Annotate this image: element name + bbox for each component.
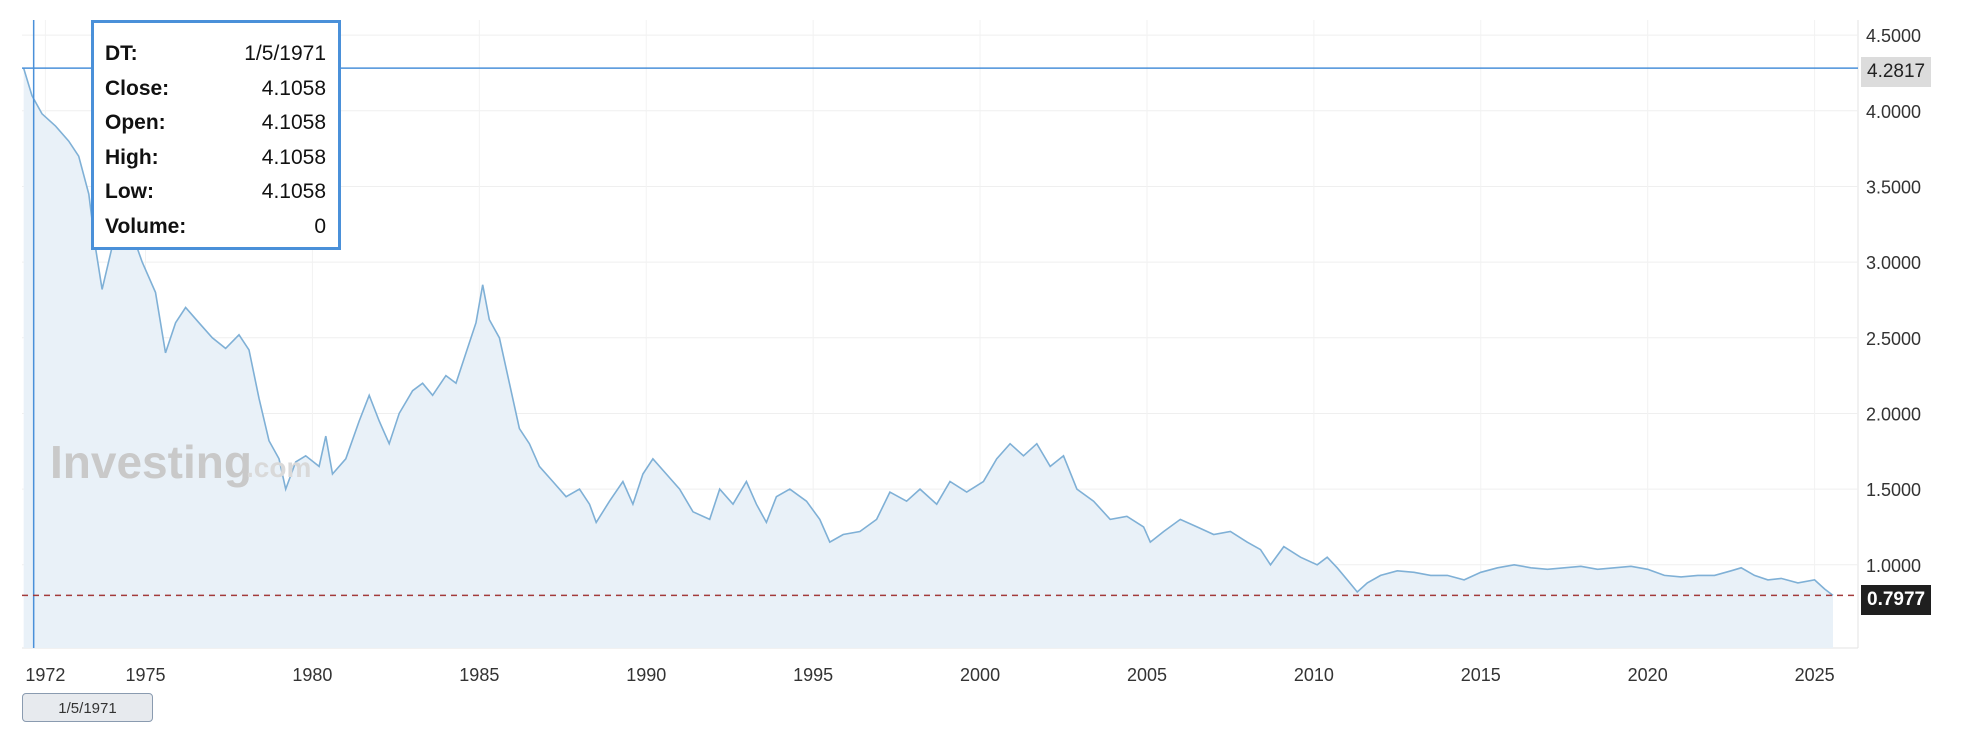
last-price-tag: 0.7977 [1861, 585, 1932, 615]
tooltip-key: DT: [105, 42, 138, 65]
tooltip-row: High: 4.1058 [105, 141, 326, 176]
y-tick-label: 3.5000 [1866, 177, 1921, 197]
tooltip-key: Open: [105, 111, 166, 134]
watermark: Investing [50, 436, 252, 488]
x-tick-label: 1972 [25, 665, 65, 685]
x-tick-label: 2020 [1628, 665, 1668, 685]
data-tooltip: DT: 1/5/1971 Close: 4.1058 Open: 4.1058 High: 4… [91, 20, 341, 250]
tooltip-value: 4.1058 [261, 76, 326, 100]
y-tick-label: 1.0000 [1866, 556, 1921, 576]
tooltip-value: 4.1058 [261, 111, 326, 134]
tooltip-value: 4.1058 [261, 145, 326, 169]
tooltip-row: Open: 4.1058 [105, 106, 326, 141]
tooltip-value: 1/5/1971 [244, 42, 326, 65]
tooltip-value: 4.1058 [261, 180, 326, 203]
tooltip-row: DT: 1/5/1971 [105, 37, 326, 72]
y-tick-label: 2.5000 [1866, 329, 1921, 349]
x-tick-label: 1990 [626, 665, 666, 685]
x-tick-label: 1975 [125, 665, 165, 685]
tooltip-value: 0 [314, 214, 326, 238]
tooltip-row: Low: 4.1058 [105, 175, 326, 210]
x-tick-label: 2010 [1294, 665, 1334, 685]
tooltip-key: Close: [105, 76, 170, 100]
y-tick-label: 4.5000 [1866, 26, 1921, 46]
y-tick-label: 3.0000 [1866, 253, 1921, 273]
price-line [22, 68, 1834, 597]
y-axis: 1.0000 1.5000 2.0000 2.5000 3.0000 3.5000 4.00… [1866, 26, 1921, 576]
tooltip-row: Volume: 0 [105, 210, 326, 245]
x-tick-label: 1980 [292, 665, 332, 685]
x-tick-label: 2005 [1127, 665, 1167, 685]
x-tick-label: 1995 [793, 665, 833, 685]
x-tick-label: 2025 [1795, 665, 1835, 685]
x-axis: 1972 1975 1980 1985 1990 1995 2000 2005 2010 2015… [25, 665, 1834, 685]
crosshair-price-tag: 4.2817 [1861, 57, 1932, 87]
x-tick-label: 1985 [459, 665, 499, 685]
tooltip-row: Close: 4.1058 [105, 72, 326, 107]
crosshair-date-chip: 1/5/1971 [22, 693, 153, 722]
x-tick-label: 2000 [960, 665, 1000, 685]
y-tick-label: 1.5000 [1866, 480, 1921, 500]
tooltip-key: High: [105, 145, 159, 169]
tooltip-key: Volume: [105, 214, 187, 238]
y-tick-label: 2.0000 [1866, 404, 1921, 424]
price-area-fill [23, 68, 1834, 648]
tooltip-key: Low: [105, 180, 154, 203]
watermark-suffix: .com [246, 452, 311, 483]
y-tick-label: 4.0000 [1866, 102, 1921, 122]
x-tick-label: 2015 [1461, 665, 1501, 685]
